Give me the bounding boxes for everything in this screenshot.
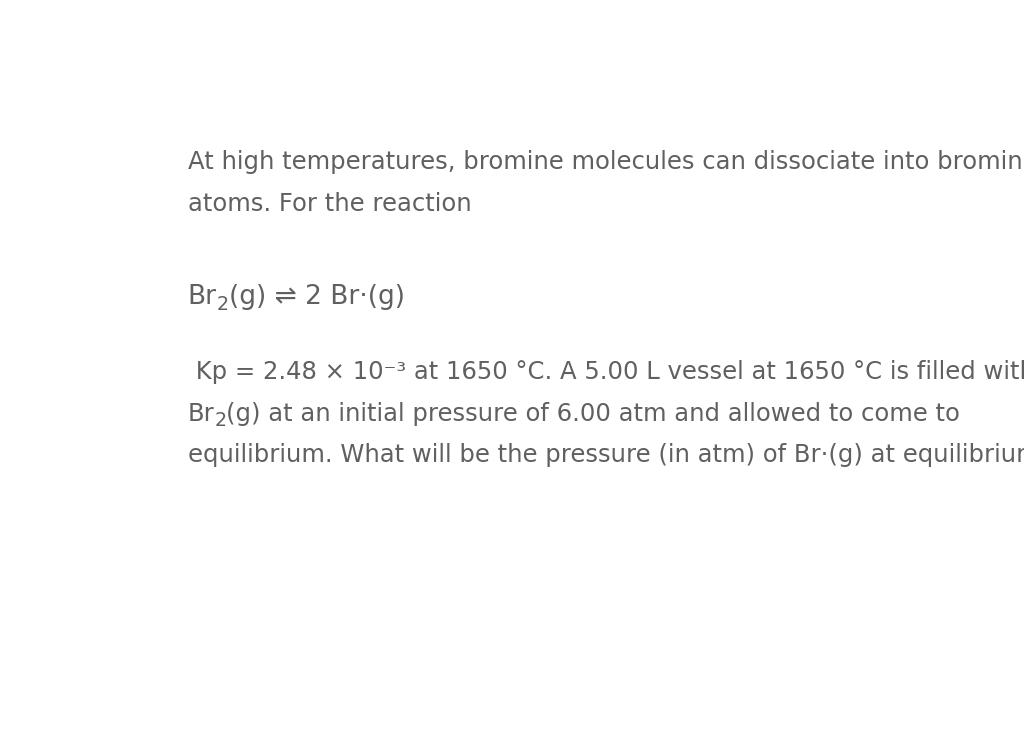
Text: Br: Br bbox=[187, 285, 216, 310]
Text: atoms. For the reaction: atoms. For the reaction bbox=[187, 192, 471, 216]
Text: Kp = 2.48 × 10⁻³ at 1650 °C. A 5.00 L vessel at 1650 °C is filled with: Kp = 2.48 × 10⁻³ at 1650 °C. A 5.00 L ve… bbox=[187, 360, 1024, 384]
Text: 2: 2 bbox=[214, 411, 226, 431]
Text: 2: 2 bbox=[216, 295, 228, 314]
Text: (g) ⇌ 2 Br·(g): (g) ⇌ 2 Br·(g) bbox=[228, 285, 404, 310]
Text: At high temperatures, bromine molecules can dissociate into bromine: At high temperatures, bromine molecules … bbox=[187, 151, 1024, 175]
Text: Br: Br bbox=[187, 402, 214, 426]
Text: equilibrium. What will be the pressure (in atm) of Br·(g) at equilibrium?: equilibrium. What will be the pressure (… bbox=[187, 443, 1024, 467]
Text: (g) at an initial pressure of 6.00 atm and allowed to come to: (g) at an initial pressure of 6.00 atm a… bbox=[226, 402, 961, 426]
